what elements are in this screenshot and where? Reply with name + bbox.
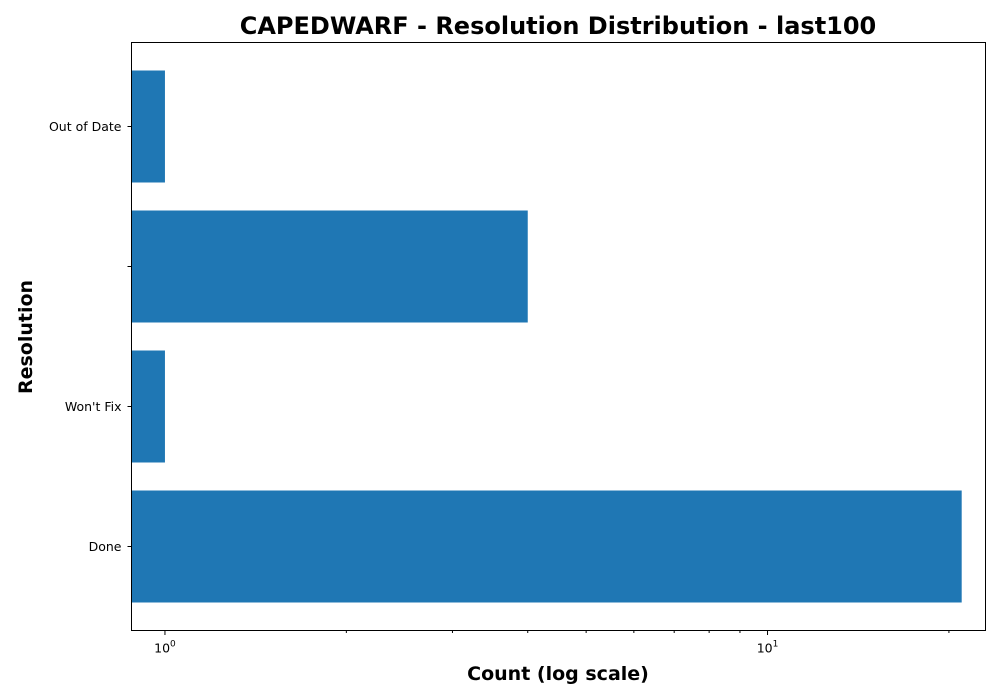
x-axis-label: Count (log scale): [467, 663, 649, 685]
x-tick-label: 100: [154, 640, 176, 656]
plot-area: [131, 70, 962, 603]
plot-frame: [131, 42, 986, 631]
y-tick-label: Done: [89, 539, 122, 554]
x-tick-label-base: 10: [154, 641, 170, 656]
bar: [131, 210, 528, 323]
x-tick-label-exponent: 1: [773, 640, 779, 650]
x-tick-label: 101: [757, 640, 779, 656]
x-tick-label-base: 10: [757, 641, 773, 656]
y-axis-label: Resolution: [15, 280, 37, 394]
chart-title: CAPEDWARF - Resolution Distribution - la…: [240, 12, 877, 40]
y-tick-label: Out of Date: [49, 119, 122, 134]
bar: [131, 350, 165, 463]
x-tick-label-exponent: 0: [170, 640, 176, 650]
bar: [131, 490, 962, 603]
bar: [131, 70, 165, 183]
y-tick-label: Won't Fix: [65, 399, 122, 414]
